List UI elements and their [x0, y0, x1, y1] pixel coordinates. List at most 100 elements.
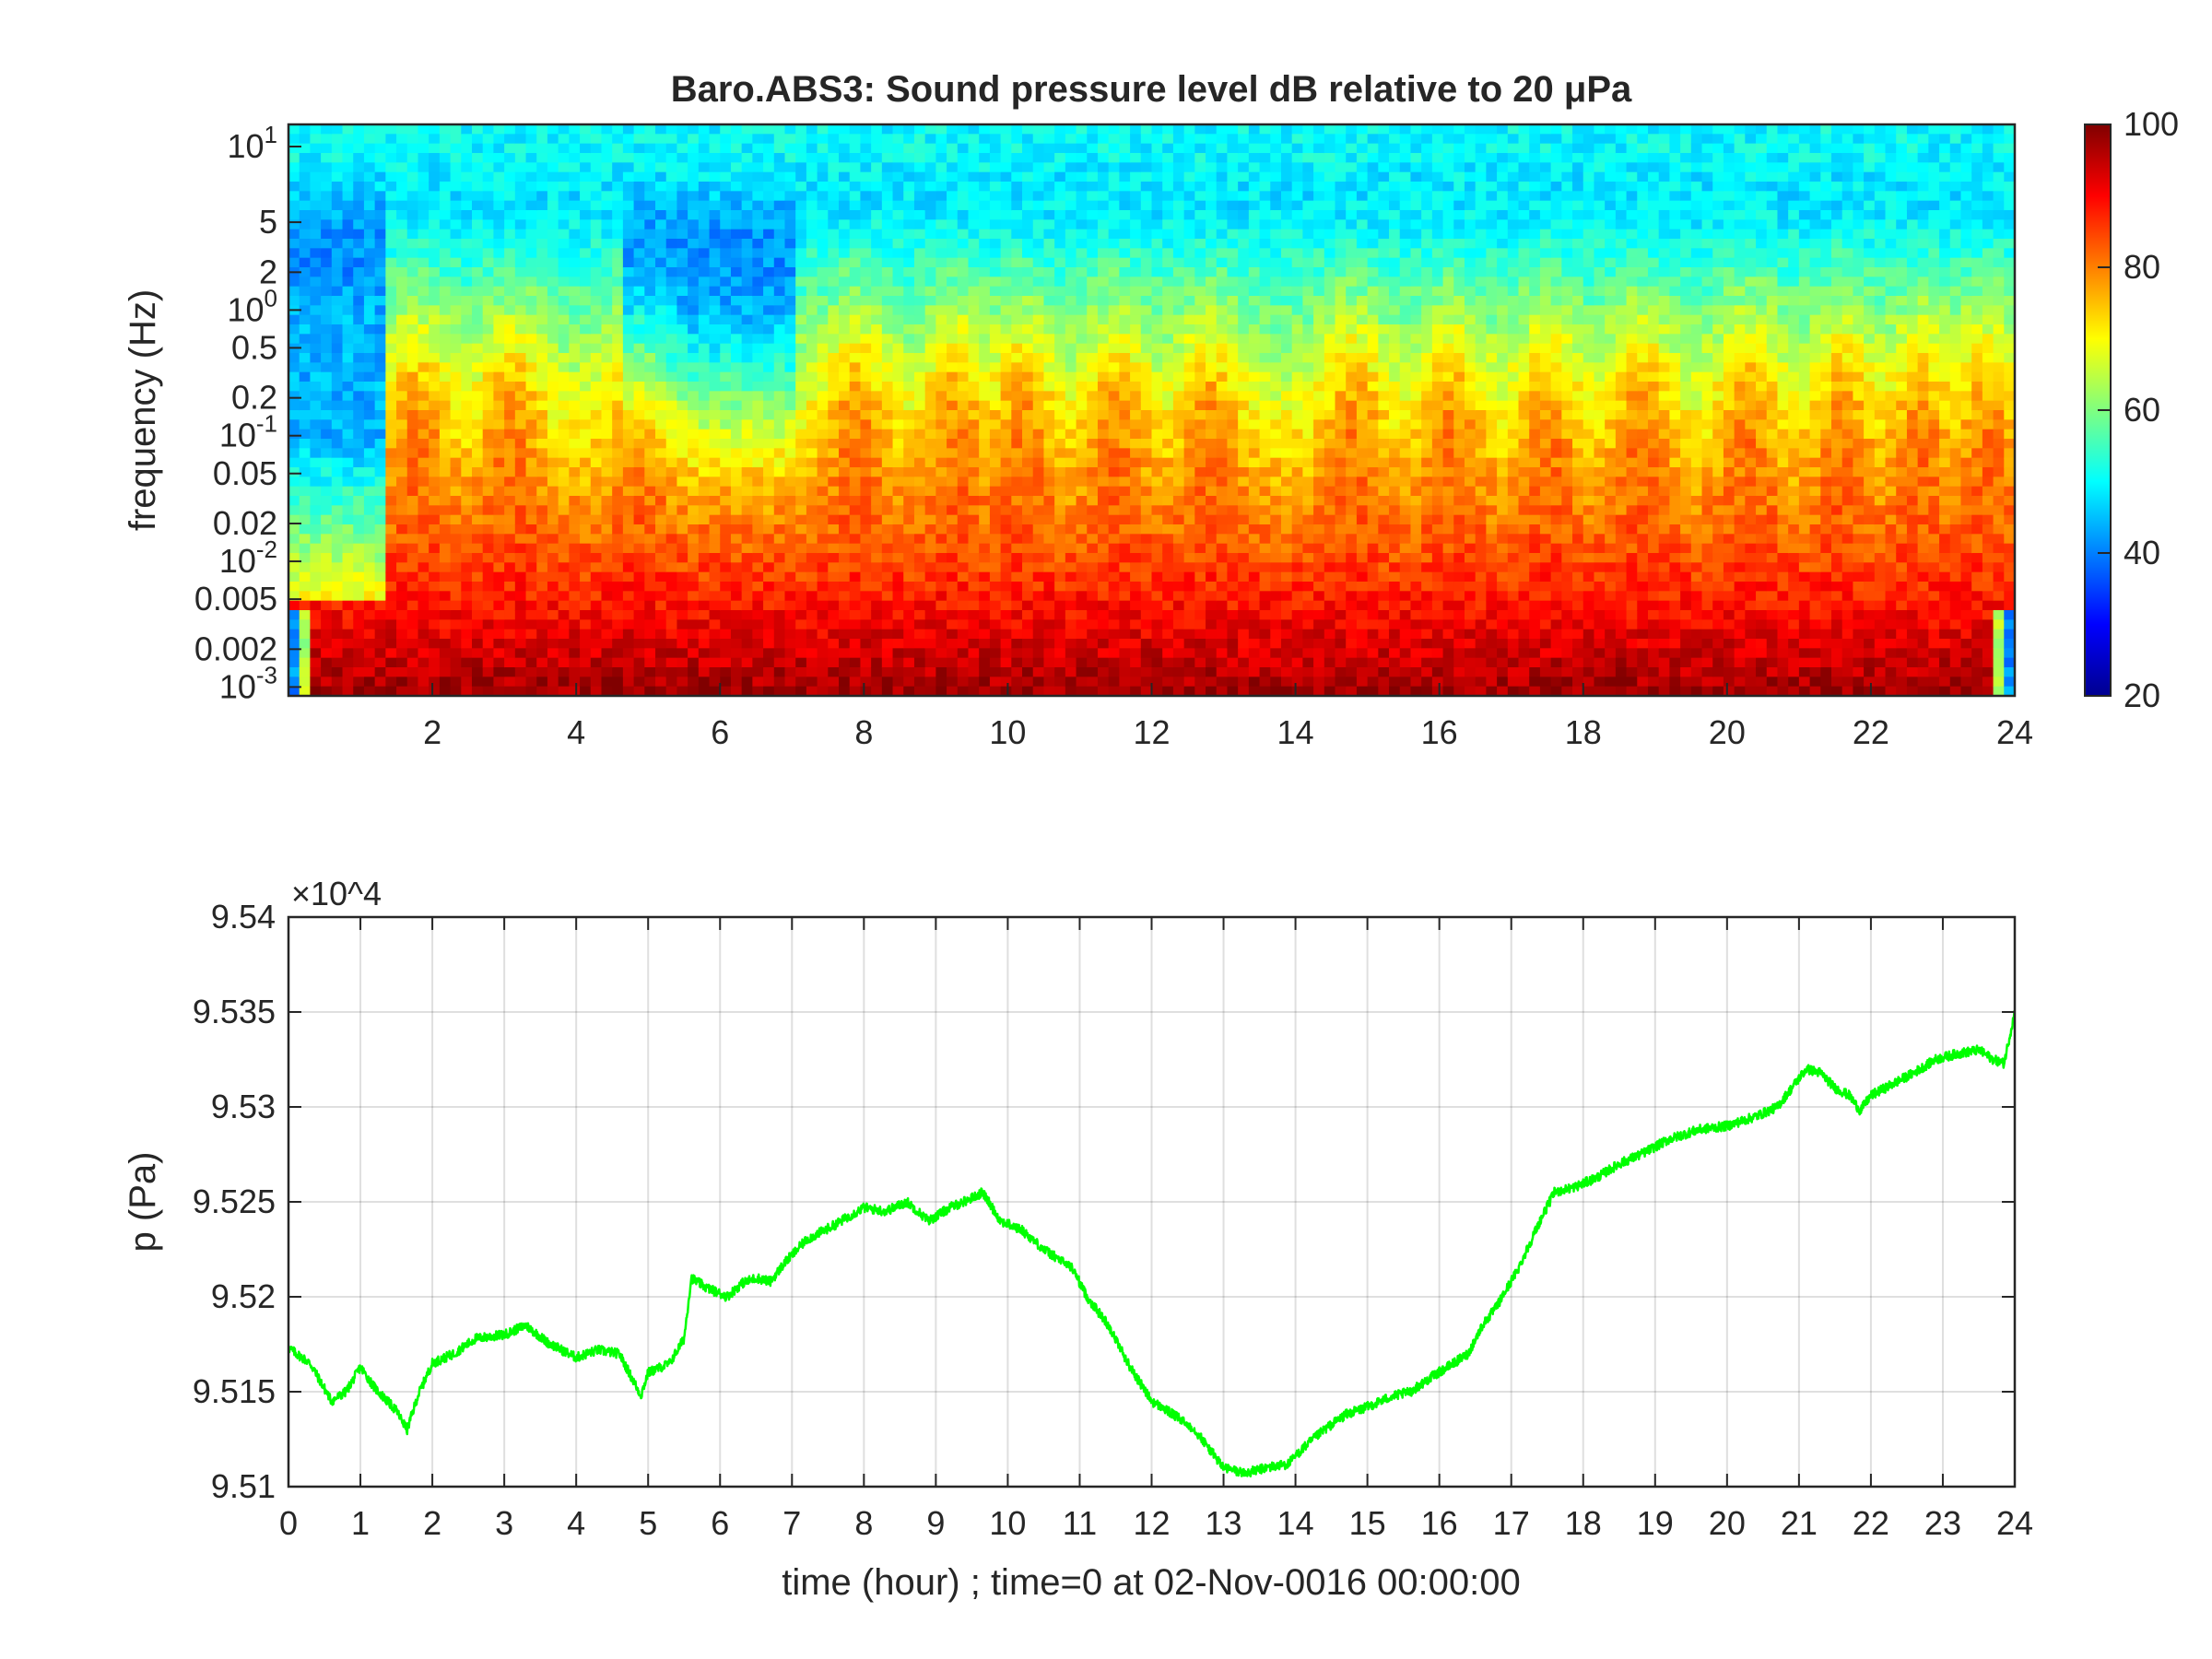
spectrogram-cell: [1065, 429, 1077, 440]
spectrogram-cell: [590, 171, 603, 182]
spectrogram-cell: [385, 191, 397, 202]
spectrogram-cell: [730, 686, 743, 696]
spectrogram-cell: [979, 600, 991, 611]
spectrogram-cell: [709, 457, 722, 468]
spectrogram-cell: [817, 124, 830, 135]
spectrogram-cell: [1172, 629, 1185, 640]
spectrogram-cell: [504, 639, 516, 650]
spectrogram-cell: [536, 229, 548, 240]
spectrogram-cell: [1022, 286, 1034, 297]
spectrogram-cell: [957, 524, 970, 535]
spectrogram-cell: [665, 505, 678, 516]
spectrogram-cell: [472, 239, 484, 250]
spectrogram-cell: [439, 353, 452, 364]
spectrogram-cell: [406, 467, 419, 478]
spectrogram-cell: [1140, 210, 1153, 221]
spectrogram-cell: [1140, 457, 1153, 468]
spectrogram-cell: [1087, 571, 1099, 582]
spectrogram-cell: [935, 400, 947, 411]
spectrogram-cell: [924, 457, 937, 468]
spectrogram-cell: [385, 182, 397, 193]
spectrogram-cell: [773, 448, 786, 459]
spectrogram-cell: [763, 296, 775, 307]
spectrogram-cell: [461, 267, 473, 278]
spectrogram-cell: [472, 686, 484, 696]
spectrogram-cell: [558, 191, 571, 202]
spectrogram-cell: [968, 457, 980, 468]
spectrogram-cell: [418, 648, 429, 659]
spectrogram-cell: [806, 677, 818, 688]
spectrogram-cell: [1087, 334, 1099, 345]
spectrogram-cell: [472, 362, 484, 373]
spectrogram-cell: [1140, 439, 1153, 450]
spectrogram-cell: [353, 582, 365, 593]
spectrogram-cell: [655, 543, 667, 554]
spectrogram-cell: [406, 182, 419, 193]
spectrogram-cell: [1032, 582, 1045, 593]
spectrogram-cell: [720, 200, 732, 211]
spectrogram-cell: [363, 296, 376, 307]
spectrogram-cell: [1011, 448, 1023, 459]
spectrogram-cell: [720, 124, 732, 135]
spectrogram-cell: [450, 210, 463, 221]
spectrogram-cell: [730, 439, 743, 450]
spectrogram-cell: [752, 524, 764, 535]
spectrogram-cell: [299, 429, 312, 440]
spectrogram-cell: [881, 629, 894, 640]
spectrogram-cell: [989, 677, 1002, 688]
spectrogram-cell: [913, 200, 926, 211]
spectrogram-cell: [935, 191, 947, 202]
spectrogram-cell: [913, 524, 926, 535]
spectrogram-cell: [525, 362, 538, 373]
spectrogram-cell: [396, 571, 408, 582]
spectrogram-cell: [644, 486, 656, 497]
spectrogram-cell: [547, 505, 559, 516]
spectrogram-cell: [698, 410, 711, 421]
spectrogram-cell: [482, 343, 495, 354]
spectrogram-cell: [504, 191, 516, 202]
spectrogram-cell: [903, 296, 915, 307]
spectrogram-cell: [1162, 496, 1174, 507]
spectrogram-cell: [688, 314, 700, 325]
spectrogram-cell: [957, 619, 970, 630]
spectrogram-cell: [418, 134, 429, 145]
spectrogram-cell: [979, 524, 991, 535]
spectrogram-cell: [504, 210, 516, 221]
spectrogram-cell: [752, 553, 764, 564]
spectrogram-cell: [353, 439, 365, 450]
spectrogram-cell: [730, 543, 743, 554]
spectrogram-cell: [677, 353, 688, 364]
spectrogram-cell: [1108, 219, 1121, 230]
spectrogram-cell: [363, 248, 376, 259]
spectrogram-cell: [536, 610, 548, 621]
spectrogram-cell: [569, 134, 581, 145]
spectrogram-cell: [450, 486, 463, 497]
spectrogram-cell: [741, 505, 754, 516]
spectrogram-cell: [1162, 191, 1174, 202]
spectrogram-cell: [989, 619, 1002, 630]
spectrogram-cell: [525, 582, 538, 593]
spectrogram-cell: [677, 296, 688, 307]
spectrogram-cell: [903, 677, 915, 688]
spectrogram-cell: [1076, 534, 1088, 545]
spectrogram-cell: [633, 534, 646, 545]
spectrogram-cell: [849, 582, 862, 593]
spectrogram-cell: [1032, 229, 1045, 240]
spectrogram-cell: [493, 486, 505, 497]
spectrogram-cell: [817, 171, 830, 182]
spectrogram-cell: [525, 686, 538, 696]
spectrogram-cell: [1011, 514, 1023, 525]
spectrogram-cell: [1011, 191, 1023, 202]
spectrogram-cell: [461, 276, 473, 288]
spectrogram-cell: [1043, 239, 1055, 250]
spectrogram-cell: [353, 429, 365, 440]
spectrogram-cell: [1130, 153, 1142, 164]
spectrogram-cell: [482, 457, 495, 468]
spectrogram-cell: [871, 524, 883, 535]
spectrogram-cell: [439, 229, 452, 240]
spectrogram-cell: [784, 296, 796, 307]
spectrogram-cell: [342, 591, 355, 602]
spectrogram-cell: [396, 296, 408, 307]
spectrogram-cell: [580, 439, 592, 450]
spectrogram-cell: [1151, 619, 1164, 630]
